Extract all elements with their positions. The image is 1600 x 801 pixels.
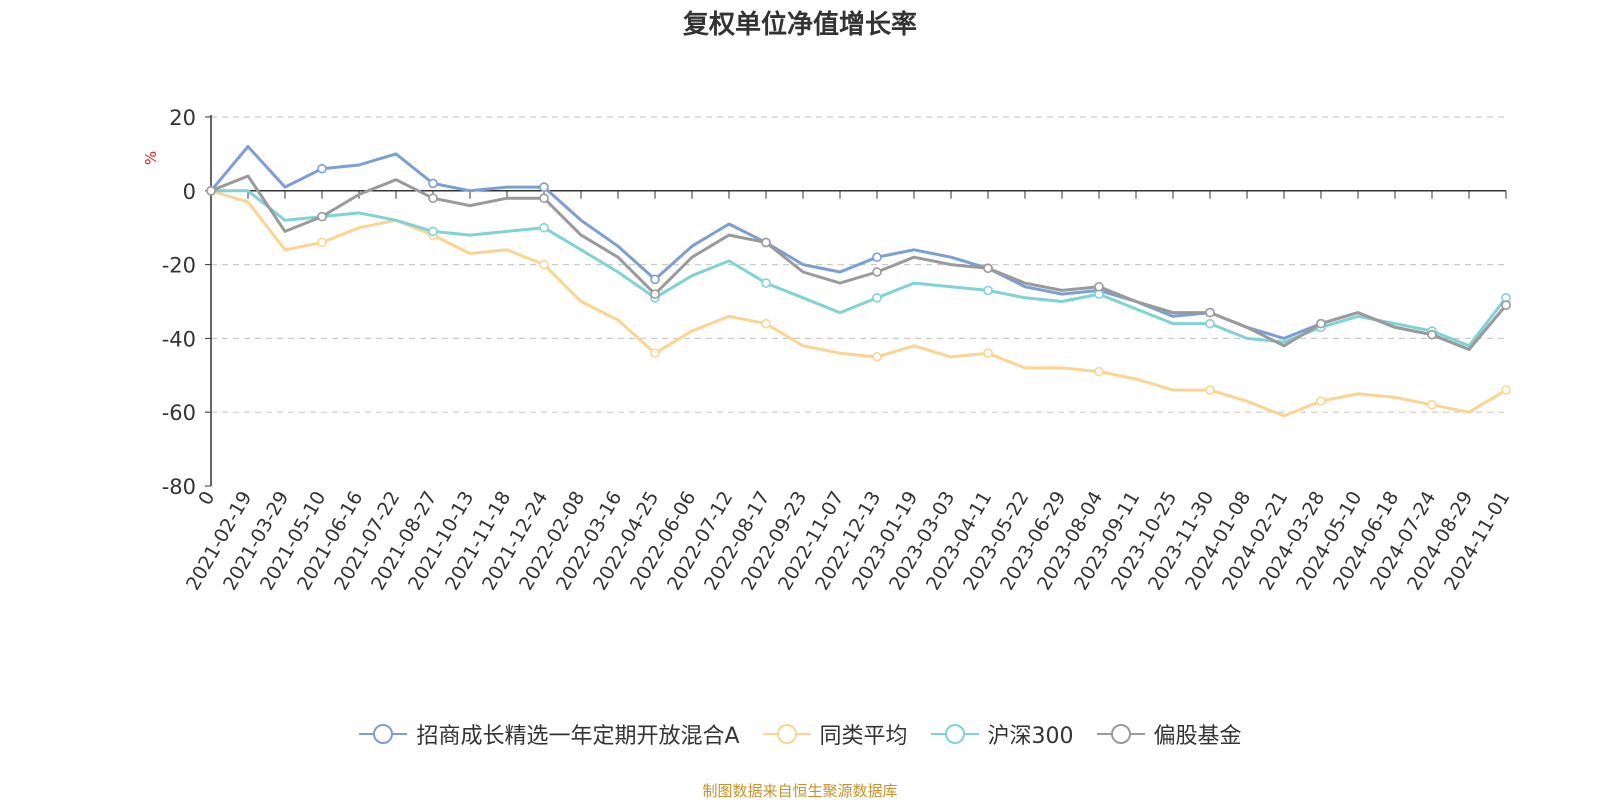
data-point [317, 163, 327, 174]
data-point [539, 222, 549, 233]
data-point [1094, 281, 1104, 292]
data-point [539, 193, 549, 203]
data-point [1094, 366, 1104, 377]
legend-swatch-marker [944, 724, 965, 744]
data-point [428, 226, 438, 237]
series-line [210, 174, 1508, 351]
data-point [1316, 396, 1326, 406]
legend-line-icon [359, 724, 408, 744]
data-point [650, 274, 660, 285]
series-3 [206, 174, 1511, 351]
data-point [761, 318, 771, 329]
y-tick-label: 0 [183, 180, 196, 204]
series-0 [206, 145, 1511, 351]
y-tick-label: -40 [162, 327, 196, 351]
data-point [872, 267, 882, 277]
data-point [206, 186, 216, 196]
plot-area: 200-20-40-60-80%02021-02-192021-03-29202… [142, 106, 1514, 594]
y-tick-label: -20 [162, 254, 196, 278]
legend-line-icon [1096, 724, 1145, 744]
data-point [539, 259, 549, 270]
y-tick-label: -80 [162, 475, 196, 499]
legend-label: 招商成长精选一年定期开放混合A [416, 724, 740, 749]
series-line [209, 145, 1508, 351]
y-tick-label: 20 [169, 106, 196, 130]
data-point [317, 237, 327, 248]
legend-item[interactable]: 招商成长精选一年定期开放混合A [358, 718, 740, 750]
chart-title: 复权单位净值增长率 [682, 10, 917, 40]
data-point [761, 237, 771, 248]
data-point [1427, 329, 1437, 340]
data-point [1501, 385, 1511, 395]
legend-label: 沪深300 [987, 724, 1074, 749]
legend-swatch-marker [373, 724, 394, 744]
legend-label: 偏股基金 [1153, 724, 1242, 749]
legend-item[interactable]: 偏股基金 [1096, 718, 1242, 750]
legend-label: 同类平均 [819, 724, 908, 749]
legend-item[interactable]: 同类平均 [762, 718, 908, 750]
data-point [872, 352, 882, 362]
data-point [1205, 385, 1215, 395]
source-note: 制图数据来自恒生聚源数据库 [702, 782, 898, 800]
data-point [983, 263, 993, 274]
data-point [1427, 400, 1437, 410]
y-tick-label: -60 [162, 401, 196, 425]
x-tick-label: 0 [194, 488, 219, 509]
data-point [983, 285, 993, 296]
data-point [428, 193, 438, 203]
y-unit-label: % [142, 151, 160, 165]
data-point [539, 182, 549, 192]
data-point [650, 348, 660, 358]
series-line [210, 189, 1507, 418]
data-point [428, 178, 438, 189]
data-point [317, 211, 327, 222]
legend-line-icon [762, 724, 811, 744]
data-point [983, 348, 993, 358]
data-point [1205, 307, 1215, 318]
data-point [872, 252, 882, 263]
data-point [872, 293, 882, 303]
legend: 招商成长精选一年定期开放混合A 同类平均 沪深300 偏股基金 [0, 718, 1600, 750]
data-point [1501, 300, 1511, 310]
data-point [1316, 318, 1326, 329]
data-point [1205, 318, 1215, 329]
legend-swatch-marker [776, 724, 797, 744]
legend-line-icon [930, 724, 979, 744]
legend-item[interactable]: 沪深300 [930, 718, 1074, 750]
legend-swatch-marker [1110, 724, 1131, 744]
data-point [650, 289, 660, 299]
series-line [211, 189, 1508, 348]
series-2 [206, 186, 1511, 348]
data-point [761, 278, 771, 288]
